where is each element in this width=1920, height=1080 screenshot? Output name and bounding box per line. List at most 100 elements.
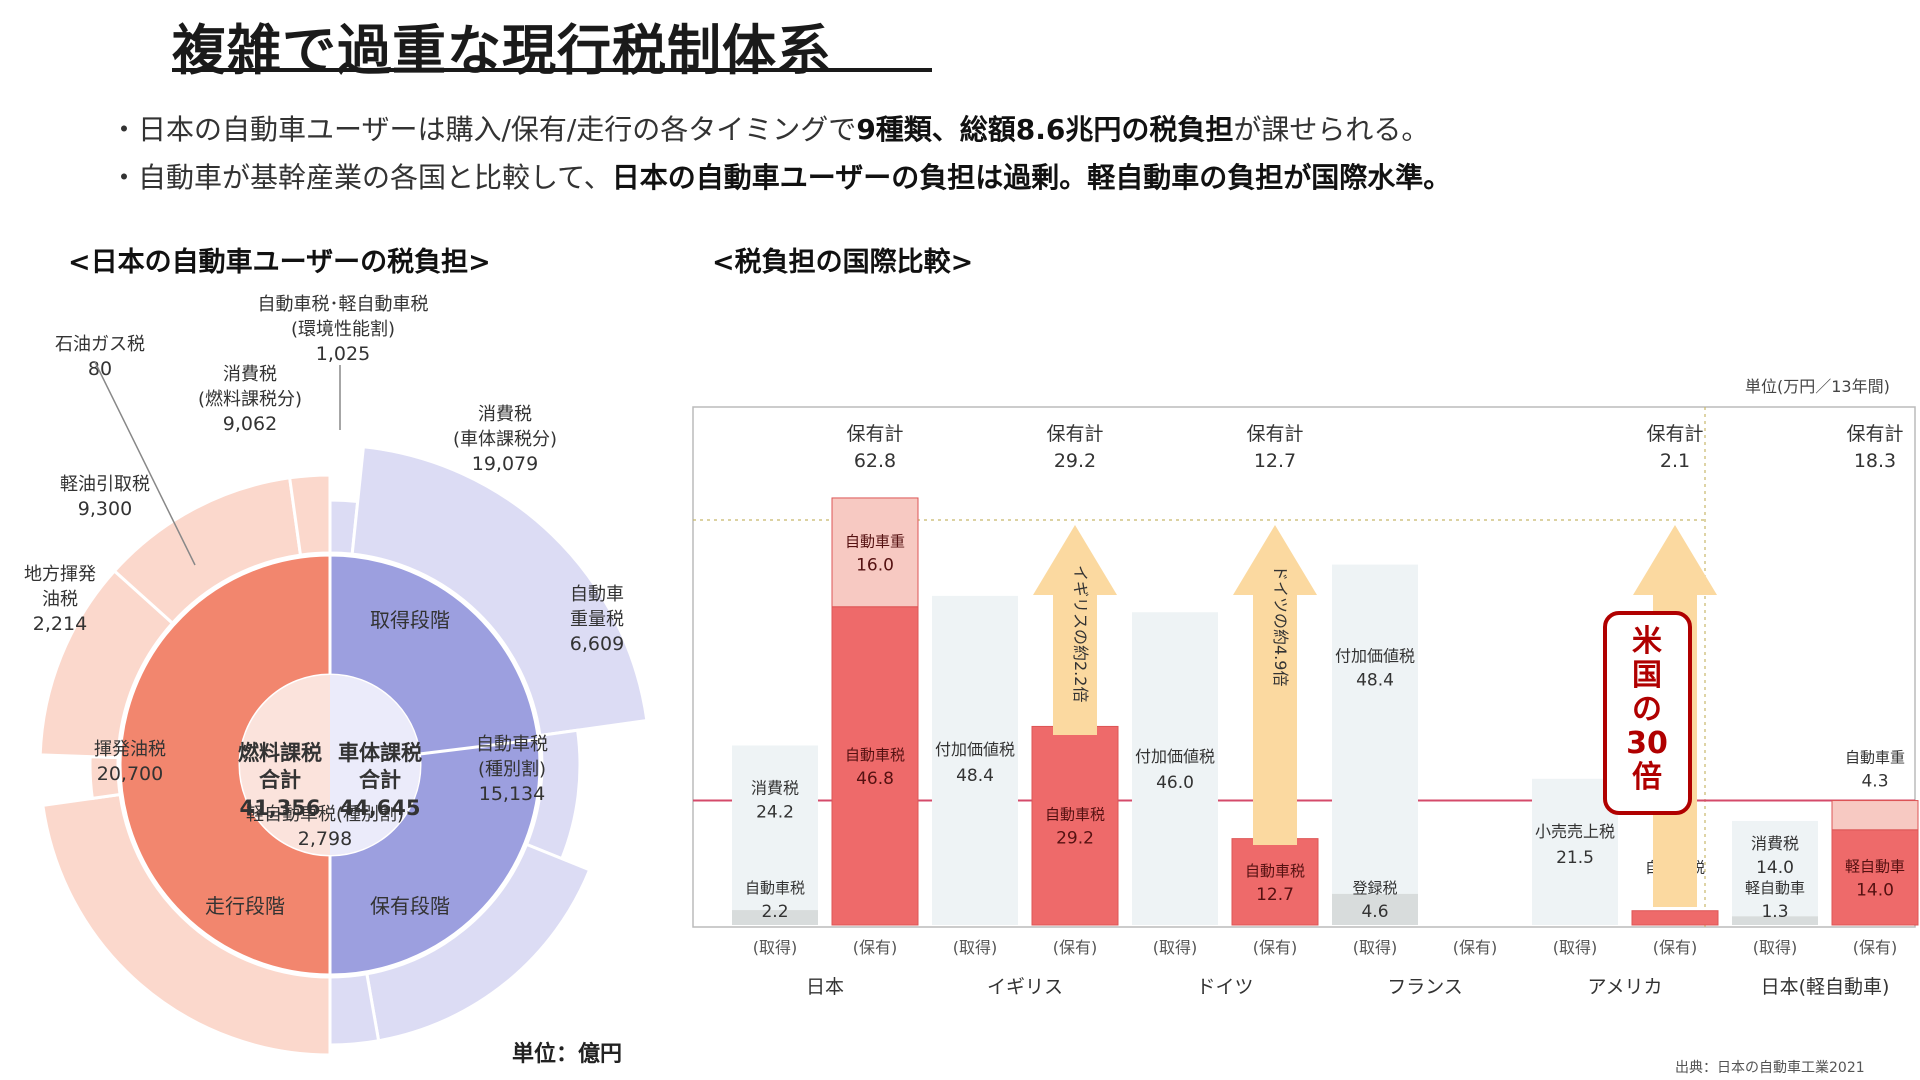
acq-name: 付加価値税 bbox=[935, 740, 1015, 759]
col-acquire-label: (取得) bbox=[953, 938, 998, 957]
stage-run-label: 走行段階 bbox=[205, 894, 285, 918]
outer-label-0-name: 自動車税･軽自動車税 bbox=[258, 294, 429, 315]
col-hold-label: (保有) bbox=[1853, 938, 1898, 957]
outer-label-5-name: 揮発油税 bbox=[94, 739, 166, 760]
acq-name: 消費税 bbox=[751, 778, 799, 797]
stage-acquire-label: 取得段階 bbox=[370, 608, 450, 632]
acquire-bar bbox=[932, 595, 1018, 925]
outer-label-8-name: 消費税 bbox=[223, 364, 277, 385]
hold-total-value: 2.1 bbox=[1660, 450, 1690, 472]
hold-bar bbox=[831, 497, 919, 608]
acquire-bar bbox=[1332, 893, 1418, 925]
intl-comparison-chart: 自動車税 2.2 消費税 24.2 自動車税 46.8 自動車重 16.0 保有計 62.8 (取得… bbox=[692, 406, 1919, 998]
hold-bar bbox=[1231, 838, 1319, 926]
hold-total-value: 12.7 bbox=[1254, 450, 1296, 472]
hold-total-value: 62.8 bbox=[854, 450, 896, 472]
outer-label-2-sub: 重量税 bbox=[570, 609, 624, 630]
chart-frame bbox=[692, 406, 1916, 928]
arrow-uk bbox=[1033, 525, 1117, 735]
hold-seg-value: 46.8 bbox=[856, 769, 894, 789]
highlight-text-1: 国 bbox=[1632, 658, 1662, 693]
bullet-1: ・日本の自動車ユーザーは購入/保有/走行の各タイミングで9種類、総額8.6兆円の… bbox=[110, 108, 1429, 148]
arrow-germany bbox=[1233, 525, 1317, 845]
hold-seg-name: 自動車税 bbox=[1045, 806, 1105, 824]
stage-hold-label: 保有段階 bbox=[370, 894, 450, 918]
hold-seg-name: 自動車重 bbox=[845, 532, 905, 550]
arrow-uk-text: イギリスの約2.2倍 bbox=[1071, 565, 1090, 702]
acquire-bar bbox=[1332, 564, 1418, 894]
col-acquire-label: (取得) bbox=[1353, 938, 1398, 957]
country-label: フランス bbox=[1387, 976, 1463, 998]
country-label: 日本(軽自動車) bbox=[1761, 976, 1890, 998]
hold-seg-name: 自動車税 bbox=[845, 746, 905, 764]
hold-bar bbox=[1631, 910, 1719, 926]
outer-label-1-name: 消費税 bbox=[478, 404, 532, 425]
outer-label-7-name: 軽油引取税 bbox=[60, 474, 150, 495]
highlight-box bbox=[1603, 611, 1692, 815]
outer-label-9-name: 石油ガス税 bbox=[55, 334, 145, 355]
outer-label-1-value: 19,079 bbox=[472, 453, 538, 475]
col-hold-label: (保有) bbox=[1653, 938, 1698, 957]
acq-name: 付加価値税 bbox=[1135, 747, 1215, 766]
page-title: 複雑で過重な現行税制体系 bbox=[172, 19, 832, 82]
acq-name: 小売売上税 bbox=[1535, 822, 1615, 841]
center-fuel-label: 燃料課税 bbox=[238, 741, 322, 765]
outer-label-6-value: 2,214 bbox=[33, 613, 87, 635]
outer-label-9-value: 80 bbox=[88, 358, 112, 380]
hold-seg-value: 12.7 bbox=[1256, 885, 1294, 905]
arrow-germany-text: ドイツの約4.9倍 bbox=[1271, 565, 1290, 686]
outer-label-5-value: 20,700 bbox=[97, 763, 163, 785]
hold-seg-name: 軽自動車 bbox=[1845, 857, 1905, 875]
hold-total-label: 保有計 bbox=[1046, 423, 1103, 445]
acq-small-value: 1.3 bbox=[1761, 902, 1788, 922]
highlight-text-3: 30 bbox=[1626, 726, 1668, 761]
acq-value: 48.4 bbox=[956, 766, 994, 786]
acq-small-name: 自動車税 bbox=[745, 879, 805, 897]
outer-label-8-sub: (燃料課税分) bbox=[198, 389, 302, 410]
hold-total-label: 保有計 bbox=[1846, 423, 1903, 445]
hold-total-value: 18.3 bbox=[1854, 450, 1896, 472]
outer-segment-1 bbox=[350, 445, 649, 738]
col-hold-label: (保有) bbox=[1453, 938, 1498, 957]
hold-bar bbox=[831, 606, 919, 926]
outer-label-0-sub: (環境性能割) bbox=[291, 319, 395, 340]
left-heading: <日本の自動車ユーザーの税負担> bbox=[68, 247, 491, 278]
acquire-bar bbox=[1732, 916, 1818, 925]
highlight-text-4: 倍 bbox=[1632, 760, 1662, 795]
acq-small-value: 4.6 bbox=[1361, 902, 1388, 922]
hold-total-label: 保有計 bbox=[1246, 423, 1303, 445]
center-fuel-value: 41,356 bbox=[239, 796, 320, 820]
hold-seg-value: 16.0 bbox=[856, 555, 894, 575]
acq-small-value: 2.2 bbox=[761, 902, 788, 922]
hold-seg-value: 14.0 bbox=[1856, 880, 1894, 900]
donut-center-right bbox=[330, 675, 420, 855]
outer-label-6-name: 地方揮発 bbox=[24, 564, 96, 585]
hold-bar bbox=[1831, 829, 1919, 926]
outer-label-2-value: 6,609 bbox=[570, 633, 624, 655]
outer-segment-9 bbox=[287, 473, 332, 557]
hold-total-label: 保有計 bbox=[846, 423, 903, 445]
hold-bar bbox=[1831, 800, 1919, 831]
acq-value: 14.0 bbox=[1756, 858, 1794, 878]
outer-label-3-sub: (種別割) bbox=[478, 759, 546, 780]
col-hold-label: (保有) bbox=[1053, 938, 1098, 957]
acq-value: 24.2 bbox=[756, 802, 794, 822]
highlight-text-0: 米 bbox=[1632, 624, 1662, 659]
acq-value: 46.0 bbox=[1156, 773, 1194, 793]
outer-label-2-name: 自動車 bbox=[570, 584, 624, 605]
bullet-1-bold: 9種類、総額8.6兆円の税負担 bbox=[856, 113, 1234, 146]
right-unit: 単位(万円／13年間) bbox=[1745, 377, 1890, 396]
center-body-sub: 合計 bbox=[359, 768, 401, 792]
col-acquire-label: (取得) bbox=[1153, 938, 1198, 957]
outer-label-1-sub: (車体課税分) bbox=[453, 429, 557, 450]
acq-value: 48.4 bbox=[1356, 671, 1394, 691]
hold-seg-value: 29.2 bbox=[1056, 829, 1094, 849]
right-heading: <税負担の国際比較> bbox=[712, 247, 974, 278]
col-acquire-label: (取得) bbox=[1553, 938, 1598, 957]
outer-label-0-value: 1,025 bbox=[316, 343, 370, 365]
country-label: イギリス bbox=[987, 976, 1063, 998]
highlight-text-2: の bbox=[1632, 692, 1662, 727]
acquire-bar bbox=[732, 910, 818, 925]
country-label: 日本 bbox=[806, 976, 844, 998]
hold-bar bbox=[1031, 725, 1119, 926]
